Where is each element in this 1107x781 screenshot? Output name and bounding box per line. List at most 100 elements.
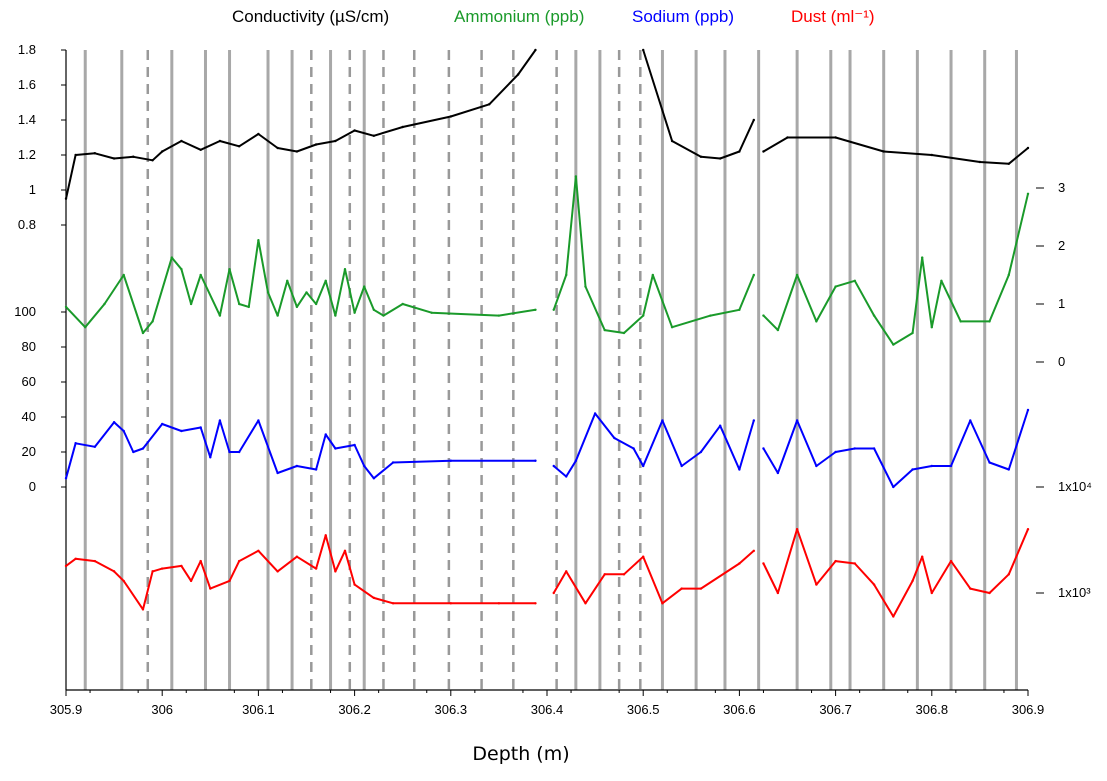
x-tick-label: 306.3	[435, 702, 468, 717]
data-point-dust	[449, 602, 452, 605]
data-point-dust	[141, 608, 145, 611]
data-point-ammonium	[584, 285, 587, 288]
data-point-ammonium	[189, 302, 193, 306]
data-point-dust	[920, 555, 924, 558]
data-point-dust	[151, 570, 154, 573]
data-point-ammonium	[642, 314, 645, 317]
data-point-conductivity	[353, 129, 356, 132]
data-point-ammonium	[622, 331, 626, 335]
x-tick-label: 306.8	[916, 702, 949, 717]
title-conductivity: Conductivity (µS/cm)	[232, 7, 389, 26]
data-point-ammonium	[565, 273, 568, 277]
data-point-conductivity	[670, 139, 674, 143]
data-point-conductivity	[1007, 162, 1010, 165]
data-point-conductivity	[488, 103, 491, 106]
data-point-ammonium	[959, 320, 962, 323]
data-point-ammonium	[334, 314, 337, 317]
data-point-sodium	[1026, 408, 1030, 412]
data-point-conductivity	[516, 73, 520, 76]
conductivity-tick-label: 1.4	[18, 112, 36, 127]
data-point-ammonium	[247, 305, 250, 309]
ammonium-tick-label: 2	[1058, 238, 1065, 253]
x-tick-label: 306.4	[531, 702, 564, 717]
data-point-sodium	[892, 485, 895, 489]
data-point-conductivity	[334, 139, 337, 143]
data-point-conductivity	[199, 148, 202, 151]
data-point-conductivity	[161, 150, 164, 153]
data-point-ammonium	[920, 256, 924, 259]
data-point-conductivity	[151, 159, 154, 162]
data-point-dust	[622, 573, 626, 576]
data-point-sodium	[930, 464, 933, 468]
data-point-ammonium	[872, 314, 876, 317]
data-point-sodium	[762, 447, 765, 450]
data-point-sodium	[74, 442, 77, 445]
data-point-conductivity	[132, 155, 135, 158]
data-point-dust	[372, 596, 376, 600]
data-point-sodium	[565, 475, 568, 478]
data-point-dust	[161, 567, 164, 570]
chart-title: Conductivity (µS/cm) Ammonium (ppb) Sodi…	[232, 7, 875, 26]
data-point-sodium	[237, 450, 241, 454]
data-point-ammonium	[141, 331, 145, 335]
data-point-ammonium	[497, 314, 501, 317]
data-point-sodium	[228, 450, 231, 454]
data-point-dust	[334, 570, 337, 573]
data-point-ammonium	[180, 268, 183, 271]
data-point-dust	[122, 579, 125, 583]
data-point-dust	[795, 527, 799, 531]
data-point-ammonium	[930, 326, 933, 329]
title-dust: Dust (ml⁻¹)	[791, 7, 875, 26]
data-point-dust	[112, 570, 116, 573]
data-point-ammonium	[286, 279, 289, 282]
x-tick-label: 306	[151, 702, 173, 717]
data-point-dust	[64, 564, 68, 568]
data-point-dust	[237, 559, 241, 563]
data-point-conductivity	[401, 125, 404, 129]
data-point-dust	[699, 587, 703, 590]
data-point-ammonium	[603, 328, 606, 332]
data-point-ammonium	[151, 320, 154, 323]
data-point-ammonium	[815, 320, 818, 323]
data-point-sodium	[699, 450, 703, 454]
sodium-tick-label: 60	[22, 374, 36, 389]
data-point-dust	[497, 602, 501, 605]
data-point-sodium	[552, 464, 555, 468]
data-point-conductivity	[882, 150, 885, 153]
data-point-sodium	[199, 426, 202, 429]
data-point-sodium	[738, 468, 741, 471]
data-point-sodium	[1007, 468, 1010, 471]
data-point-sodium	[680, 464, 683, 468]
data-point-dust	[752, 549, 756, 553]
conductivity-tick-label: 1.8	[18, 42, 36, 57]
data-point-dust	[1026, 527, 1030, 531]
data-point-dust	[295, 555, 299, 558]
data-point-sodium	[872, 447, 876, 450]
data-point-ammonium	[552, 308, 555, 311]
x-tick-label: 306.1	[242, 702, 275, 717]
data-point-ammonium	[795, 273, 799, 277]
series-line-conductivity	[65, 49, 537, 200]
data-point-conductivity	[74, 153, 77, 157]
data-point-sodium	[642, 464, 645, 468]
data-point-conductivity	[257, 132, 260, 136]
event-lines	[83, 50, 1018, 690]
data-point-dust	[565, 570, 568, 573]
data-point-dust	[776, 591, 780, 595]
x-tick-label: 306.7	[819, 702, 852, 717]
series-line-ammonium	[65, 239, 536, 334]
data-point-ammonium	[266, 291, 270, 294]
data-point-sodium	[363, 464, 366, 468]
data-point-sodium	[752, 419, 756, 422]
data-point-dust	[93, 559, 97, 563]
data-point-ammonium	[401, 302, 404, 306]
data-point-conductivity	[1026, 146, 1030, 150]
data-point-dust	[853, 562, 857, 565]
data-point-ammonium	[305, 291, 308, 294]
data-point-sodium	[64, 477, 68, 480]
data-point-conductivity	[718, 157, 722, 160]
data-point-ammonium	[988, 320, 991, 323]
data-point-ammonium	[534, 308, 537, 311]
x-tick-label: 306.9	[1012, 702, 1045, 717]
conductivity-tick-label: 0.8	[18, 217, 36, 232]
